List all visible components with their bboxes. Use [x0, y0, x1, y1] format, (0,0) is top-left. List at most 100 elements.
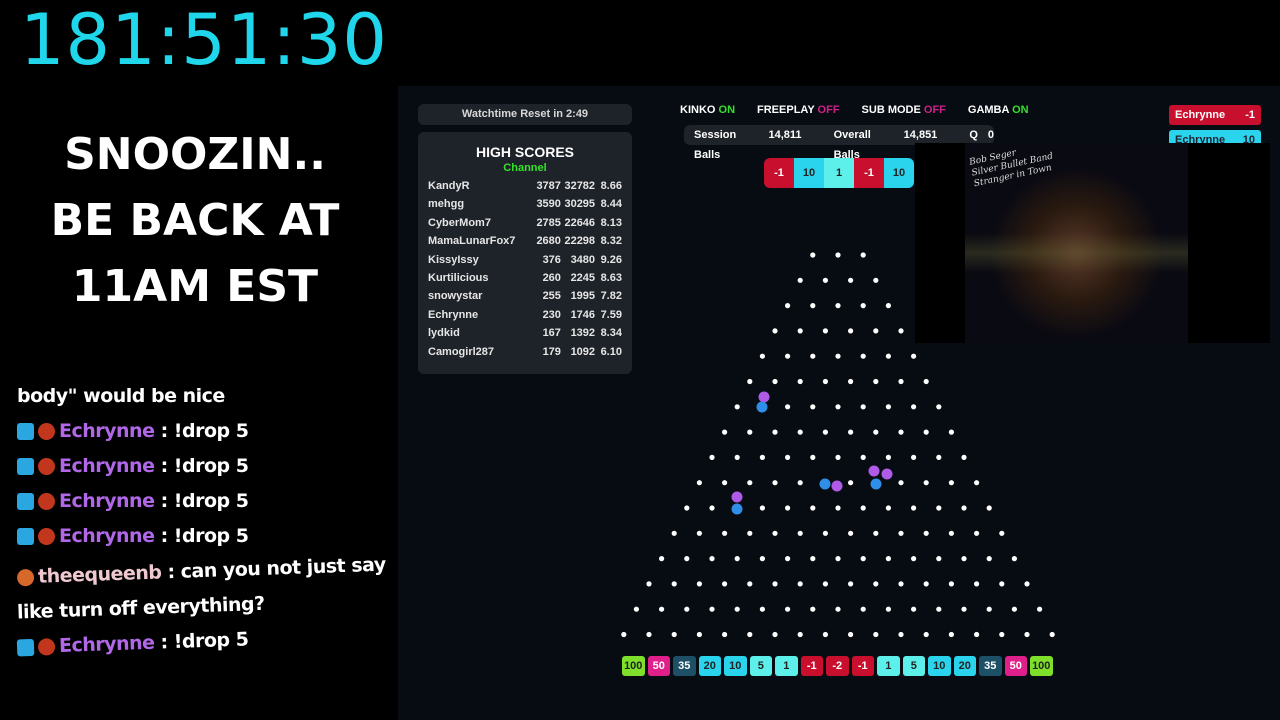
high-score-cell: 167: [542, 327, 561, 340]
avatar-badge-icon: [38, 458, 55, 475]
session-balls-value: 14,811: [768, 129, 802, 141]
high-score-cell: 1392: [570, 327, 596, 340]
toggle-state: OFF: [817, 104, 840, 116]
recent-result: 1: [824, 158, 854, 188]
toggle-label: FREEPLAY: [757, 104, 815, 116]
avatar-badge-icon: [38, 423, 55, 440]
high-score-cell: 22646: [564, 216, 596, 229]
high-score-cell: 2785: [536, 216, 561, 229]
high-score-cell: 3480: [570, 253, 596, 266]
high-score-row: KandyR 3787 32782 8.66: [428, 180, 622, 198]
bucket: 1: [877, 656, 900, 676]
high-score-cell: 8.66: [600, 180, 622, 192]
chat-text: : !drop 5: [160, 628, 249, 654]
toggle-state: OFF: [923, 104, 946, 116]
high-score-cell: 8.44: [600, 198, 622, 211]
avatar-badge-icon: [37, 638, 56, 656]
chat-username: Echrynne: [59, 455, 155, 477]
high-score-cell: 2680: [536, 235, 561, 248]
high-score-cell: 8.32: [600, 235, 622, 248]
high-score-cell: 260: [542, 271, 561, 284]
queue-label: Q: [969, 129, 978, 141]
toggle-label: KINKO: [680, 104, 716, 116]
high-score-cell: 6.10: [600, 345, 622, 358]
chat-username: Echrynne: [59, 525, 155, 547]
cube-badge-icon: [17, 423, 34, 440]
high-score-cell: lydkid: [428, 327, 460, 340]
cube-badge-icon: [16, 638, 35, 657]
chat-text: like turn off everything?: [16, 592, 265, 624]
high-score-cell: KandyR: [428, 180, 470, 192]
chat-text: : !drop 5: [160, 490, 249, 512]
high-score-row: KissyIssy 376 3480 9.26: [428, 254, 622, 272]
mode-toggles: KINKO ON FREEPLAY OFF SUB MODE OFF GAMBA ON: [680, 104, 1029, 116]
high-score-row: Echrynne 230 1746 7.59: [428, 309, 622, 327]
high-score-cell: 179: [542, 345, 561, 358]
stream-timer: 181:51:30: [20, 0, 388, 81]
high-score-row: mehgg 3590 30295 8.44: [428, 198, 622, 216]
recent-result: 10: [884, 158, 914, 188]
bucket: 20: [953, 656, 976, 676]
high-score-cell: 3590: [536, 198, 561, 211]
status-line: 11AM EST: [71, 261, 319, 312]
bucket: 5: [749, 656, 772, 676]
recent-result: 10: [794, 158, 824, 188]
bucket: 10: [724, 656, 747, 676]
queue-value: 0: [987, 129, 994, 141]
chat-log: body" would be nice Echrynne : !drop 5 Ech…: [17, 380, 387, 660]
high-score-cell: 230: [542, 308, 561, 321]
cube-badge-icon: [17, 528, 34, 545]
bucket: 35: [673, 656, 696, 676]
chat-username: theequeenb: [37, 561, 162, 588]
high-scores-title: HIGH SCORES: [475, 144, 574, 160]
high-score-cell: 7.59: [600, 308, 622, 321]
high-score-cell: mehgg: [428, 198, 465, 211]
high-score-cell: 7.82: [600, 290, 622, 303]
avatar-badge-icon: [16, 568, 35, 587]
album-art: Bob Seger Silver Bullet Band Stranger in T…: [965, 143, 1188, 343]
high-score-row: MamaLunarFox7 2680 22298 8.32: [428, 235, 622, 253]
chat-text: : !drop 5: [160, 455, 249, 477]
chat-message: Echrynne : !drop 5: [17, 415, 387, 450]
high-score-cell: snowystar: [428, 290, 483, 303]
bucket: -2: [826, 656, 849, 676]
toggle-kinko: KINKO ON: [680, 104, 735, 116]
chat-username: Echrynne: [58, 631, 155, 657]
high-scores-panel: HIGH SCORES Channel KandyR 3787 32782 8.66 m…: [418, 132, 632, 374]
high-score-row: snowystar 255 1995 7.82: [428, 290, 622, 308]
bucket: -1: [800, 656, 823, 676]
high-score-cell: 1092: [570, 345, 596, 358]
bucket: 10: [928, 656, 951, 676]
recent-result: -1: [764, 158, 794, 188]
high-score-row: Camogirl287 179 1092 6.10: [428, 346, 622, 364]
chat-username: Echrynne: [59, 490, 155, 512]
status-message: SNOOZIN.. BE BACK AT 11AM EST: [0, 122, 390, 320]
cube-badge-icon: [17, 458, 34, 475]
overall-balls-value: 14,851: [903, 129, 938, 141]
chat-message: body" would be nice: [17, 380, 387, 415]
high-score-cell: 32782: [564, 180, 596, 192]
status-line: SNOOZIN..: [64, 129, 326, 180]
chat-message: Echrynne : !drop 5: [17, 450, 387, 485]
toggle-label: SUB MODE: [861, 104, 921, 116]
avatar-badge-icon: [38, 493, 55, 510]
high-score-cell: 376: [542, 253, 561, 266]
session-balls-label: Session Balls: [694, 129, 737, 161]
bucket: 50: [1004, 656, 1027, 676]
bucket: 1: [775, 656, 798, 676]
high-score-cell: 2245: [570, 271, 596, 284]
chat-message: Echrynne : !drop 5: [17, 520, 387, 555]
high-score-cell: Echrynne: [428, 308, 479, 321]
high-score-cell: 30295: [564, 198, 596, 211]
score-buckets: 100 50 35 20 10 5 1 -1 -2 -1 1 5 10 20 35 50 100: [622, 656, 1053, 676]
chat-text: : can you not just say: [167, 553, 387, 584]
feed-entry: Echrynne -1: [1169, 105, 1261, 125]
ball-stats: Session Balls 14,811 Overall Balls 14,85…: [684, 125, 994, 161]
bucket: 100: [1030, 656, 1053, 676]
chat-message: Echrynne : !drop 5: [17, 485, 387, 520]
bucket: 5: [902, 656, 925, 676]
feed-user: Echrynne: [1175, 109, 1226, 121]
high-score-cell: 3787: [536, 180, 561, 192]
chat-username: Echrynne: [59, 420, 155, 442]
high-score-row: lydkid 167 1392 8.34: [428, 327, 622, 345]
